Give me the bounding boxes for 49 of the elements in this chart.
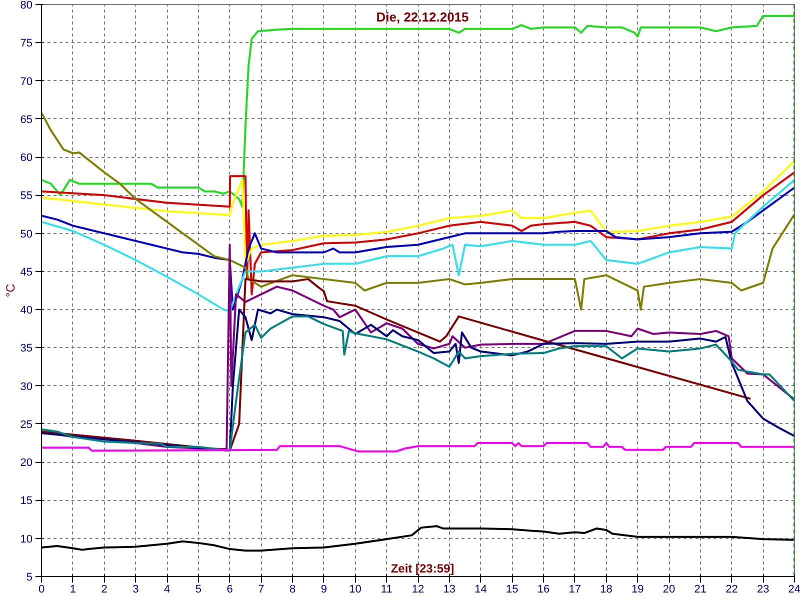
x-tick-label: 12 (412, 584, 424, 596)
line-series (42, 112, 794, 311)
y-tick-label: 25 (20, 418, 33, 431)
x-tick-label: 10 (349, 584, 362, 596)
x-tick-label: 13 (443, 584, 456, 596)
x-tick-label: 7 (258, 584, 264, 596)
line-series (42, 278, 752, 452)
y-tick-label: 35 (20, 342, 33, 355)
y-axis-title: °C (3, 283, 18, 298)
x-tick-label: 20 (662, 584, 676, 596)
x-tick-label: 19 (632, 584, 644, 596)
x-tick-label: 23 (757, 584, 770, 596)
y-tick-label: 55 (20, 190, 33, 202)
line-series (42, 442, 794, 452)
x-tick-label: 0 (38, 584, 45, 596)
y-tick-label: 5 (26, 572, 33, 584)
y-tick-label: 10 (20, 533, 33, 546)
y-tick-label: 40 (20, 304, 33, 317)
x-tick-label: 3 (132, 584, 139, 596)
line-series (42, 160, 794, 265)
x-tick-label: 15 (506, 584, 518, 596)
x-tick-label: 2 (101, 584, 108, 596)
x-tick-label: 21 (694, 584, 707, 596)
y-tick-label: 65 (20, 114, 33, 126)
y-tick-label: 30 (20, 380, 33, 393)
x-tick-label: 5 (195, 584, 202, 596)
y-tick-label: 70 (20, 76, 33, 88)
line-series (42, 171, 794, 296)
x-tick-label: 9 (320, 584, 327, 596)
y-tick-label: 50 (20, 228, 33, 240)
y-tick-label: 45 (20, 266, 33, 278)
x-tick-label: 14 (474, 584, 487, 596)
x-tick-label: 4 (164, 584, 170, 596)
y-tick-label: 80 (20, 0, 33, 12)
x-tick-label: 17 (568, 584, 582, 596)
y-tick-label: 60 (20, 152, 33, 164)
x-tick-label: 16 (537, 584, 550, 596)
x-tick-label: 18 (600, 584, 612, 596)
y-tick-label: 20 (20, 457, 33, 470)
x-tick-label: 1 (70, 584, 76, 596)
x-axis-title: Zeit [23:59] (390, 562, 454, 576)
y-tick-label: 75 (20, 38, 33, 50)
x-tick-label: 22 (726, 584, 738, 596)
x-tick-label: 11 (380, 584, 392, 596)
x-tick-label: 24 (788, 584, 800, 596)
y-tick-label: 15 (20, 495, 33, 508)
x-tick-label: 8 (289, 584, 296, 596)
x-tick-label: 6 (226, 584, 233, 596)
chart-title: Die, 22.12.2015 (376, 10, 469, 24)
